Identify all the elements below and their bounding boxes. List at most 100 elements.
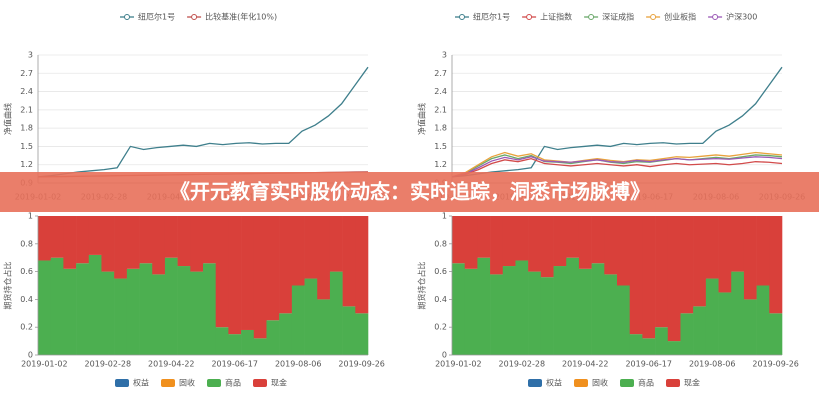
charts: 0.91.21.51.82.12.42.73净值曲线2019-01-022019… (3, 12, 806, 388)
bar-segment (743, 299, 757, 355)
bar-segment (452, 263, 465, 355)
x-tick-label: 2019-01-02 (21, 360, 68, 369)
legend-label: 商品 (225, 378, 241, 388)
bar-segment (317, 299, 331, 355)
bar-segment (528, 216, 542, 272)
bar-segment (101, 271, 115, 355)
x-tick-label: 2019-09-26 (752, 360, 799, 369)
y-tick-label: 0.8 (434, 239, 447, 248)
bar-segment (279, 313, 293, 355)
x-tick-label: 2019-04-22 (148, 360, 195, 369)
x-tick-label: 2019-02-28 (499, 360, 546, 369)
legend-swatch (253, 379, 267, 387)
y-tick-label: 1.5 (434, 142, 447, 151)
bar-segment (203, 263, 216, 355)
y-tick-label: 1.2 (20, 160, 33, 169)
bar-segment (63, 268, 77, 355)
bar-segment (76, 263, 90, 355)
legend-swatch (161, 379, 175, 387)
y-tick-label: 2.7 (434, 69, 447, 78)
bar-segment (705, 278, 719, 355)
bar-segment (114, 216, 128, 279)
bar-segment (591, 263, 605, 355)
legend-marker (526, 14, 533, 20)
y-axis-title: 净值曲线 (3, 103, 13, 135)
bar-segment (164, 216, 178, 258)
bar-segment (253, 216, 267, 339)
y-tick-label: 0.8 (20, 239, 33, 248)
bar-segment (88, 216, 102, 255)
bar-segment (655, 327, 669, 355)
y-tick-label: 2.1 (20, 105, 33, 114)
bar-segment (693, 216, 707, 307)
legend-swatch (574, 379, 588, 387)
legend-label: 权益 (133, 378, 149, 388)
bar-segment (139, 263, 153, 355)
bar-segment (63, 216, 77, 269)
bar-segment (743, 216, 757, 300)
y-tick-label: 2.7 (20, 69, 33, 78)
bar-segment (355, 313, 369, 355)
bar-segment (769, 216, 783, 314)
bar-segment (304, 216, 318, 279)
y-tick-label: 1 (28, 212, 33, 221)
bar-segment (553, 216, 567, 267)
legend-label: 深证成指 (602, 12, 634, 22)
bar-segment (164, 257, 178, 355)
bar-segment (667, 216, 681, 342)
bar-segment (515, 216, 529, 261)
legend-marker (124, 14, 130, 20)
bar-segment (490, 274, 504, 355)
bar-segment (591, 216, 605, 264)
legend-marker (650, 14, 657, 20)
y-axis-title: 期货持仓占比 (3, 262, 13, 310)
legend-marker (712, 14, 719, 20)
y-tick-label: 1 (442, 212, 447, 221)
bar-segment (629, 334, 643, 355)
bar-segment (114, 278, 128, 355)
x-tick-label: 2019-04-22 (562, 360, 609, 369)
y-tick-label: 0.2 (20, 323, 33, 332)
bar-segment (241, 216, 255, 330)
bar-segment (329, 271, 343, 355)
y-tick-label: 0.4 (20, 295, 33, 304)
legend-swatch (207, 379, 221, 387)
bar-segment (203, 216, 216, 264)
legend-swatch (666, 379, 680, 387)
legend-label: 现金 (684, 378, 700, 388)
legend-label: 纽厄尔1号 (138, 12, 175, 22)
bar-segment (355, 216, 369, 314)
x-tick-label: 2019-02-28 (85, 360, 132, 369)
bar-segment (317, 216, 331, 300)
y-tick-label: 2.4 (20, 87, 33, 96)
bar-segment (705, 216, 719, 279)
legend-label: 现金 (271, 378, 287, 388)
y-axis-title: 期货持仓占比 (417, 262, 427, 310)
bar-segment (50, 257, 64, 355)
x-tick-label: 2019-08-06 (275, 360, 322, 369)
bar-segment (566, 216, 580, 258)
bar-segment (731, 216, 745, 272)
legend-label: 权益 (546, 378, 562, 388)
y-tick-label: 1.5 (20, 142, 33, 151)
bar-segment (228, 216, 242, 335)
bar-segment (528, 271, 542, 355)
bar-segment (279, 216, 293, 314)
bar-segment (152, 274, 166, 355)
line-series (451, 154, 783, 178)
y-tick-label: 0.6 (434, 267, 447, 276)
legend-label: 纽厄尔1号 (473, 12, 510, 22)
bar-segment (101, 216, 115, 272)
bar-segment (553, 266, 567, 355)
line-series (451, 156, 783, 178)
bar-segment (464, 216, 478, 269)
legend-label: 固收 (179, 378, 195, 388)
y-tick-label: 1.2 (434, 160, 447, 169)
bar-segment (76, 216, 90, 264)
bar-segment (604, 216, 618, 275)
y-tick-label: 0.2 (434, 323, 447, 332)
bar-segment (190, 216, 204, 272)
y-tick-label: 3 (28, 51, 33, 60)
y-tick-label: 2.4 (434, 87, 447, 96)
